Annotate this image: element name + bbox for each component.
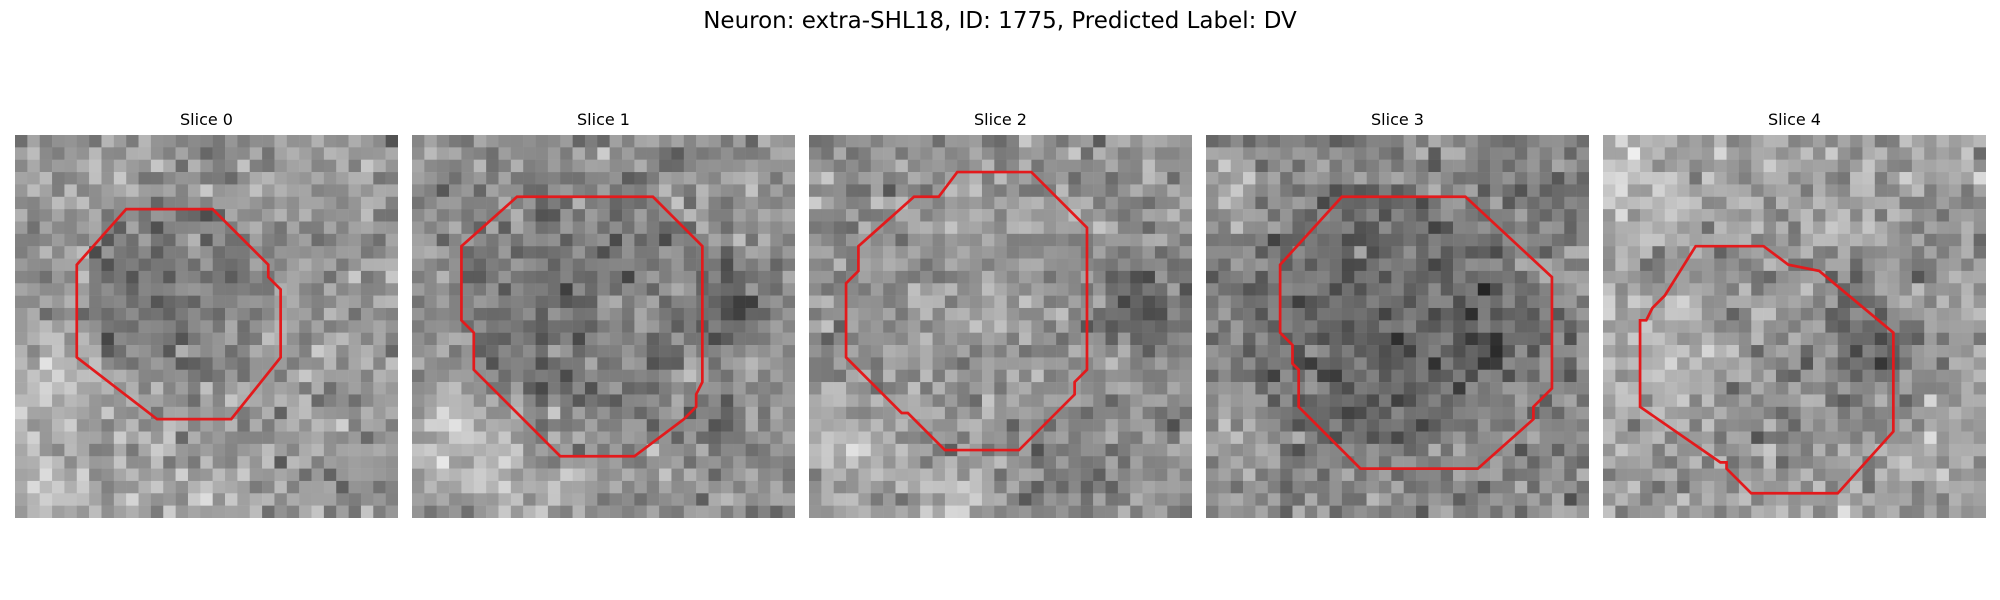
slice-title-2: Slice 2 xyxy=(974,110,1027,129)
figure-title: Neuron: extra-SHL18, ID: 1775, Predicted… xyxy=(703,8,1297,34)
slice-panel-2: Slice 2 xyxy=(809,105,1192,518)
roi-outline-1 xyxy=(460,195,704,458)
roi-outline-2 xyxy=(844,170,1089,452)
roi-outline-0 xyxy=(75,207,282,421)
slice-title-0: Slice 0 xyxy=(180,110,233,129)
roi-outline-3 xyxy=(1278,195,1554,470)
slice-image-4 xyxy=(1603,135,1986,518)
slice-panels: Slice 0 Slice 1 Slice 2 Slice 3 Slice 4 xyxy=(0,105,2000,535)
slice-panel-1: Slice 1 xyxy=(412,105,795,518)
slice-panel-0: Slice 0 xyxy=(15,105,398,518)
slice-image-0 xyxy=(15,135,398,518)
slice-title-4: Slice 4 xyxy=(1768,110,1821,129)
slice-title-3: Slice 3 xyxy=(1371,110,1424,129)
slice-panel-4: Slice 4 xyxy=(1603,105,1986,518)
slice-image-1 xyxy=(412,135,795,518)
slice-image-2 xyxy=(809,135,1192,518)
slice-image-3 xyxy=(1206,135,1589,518)
slice-panel-3: Slice 3 xyxy=(1206,105,1589,518)
roi-outline-4 xyxy=(1638,244,1895,495)
slice-title-1: Slice 1 xyxy=(577,110,630,129)
